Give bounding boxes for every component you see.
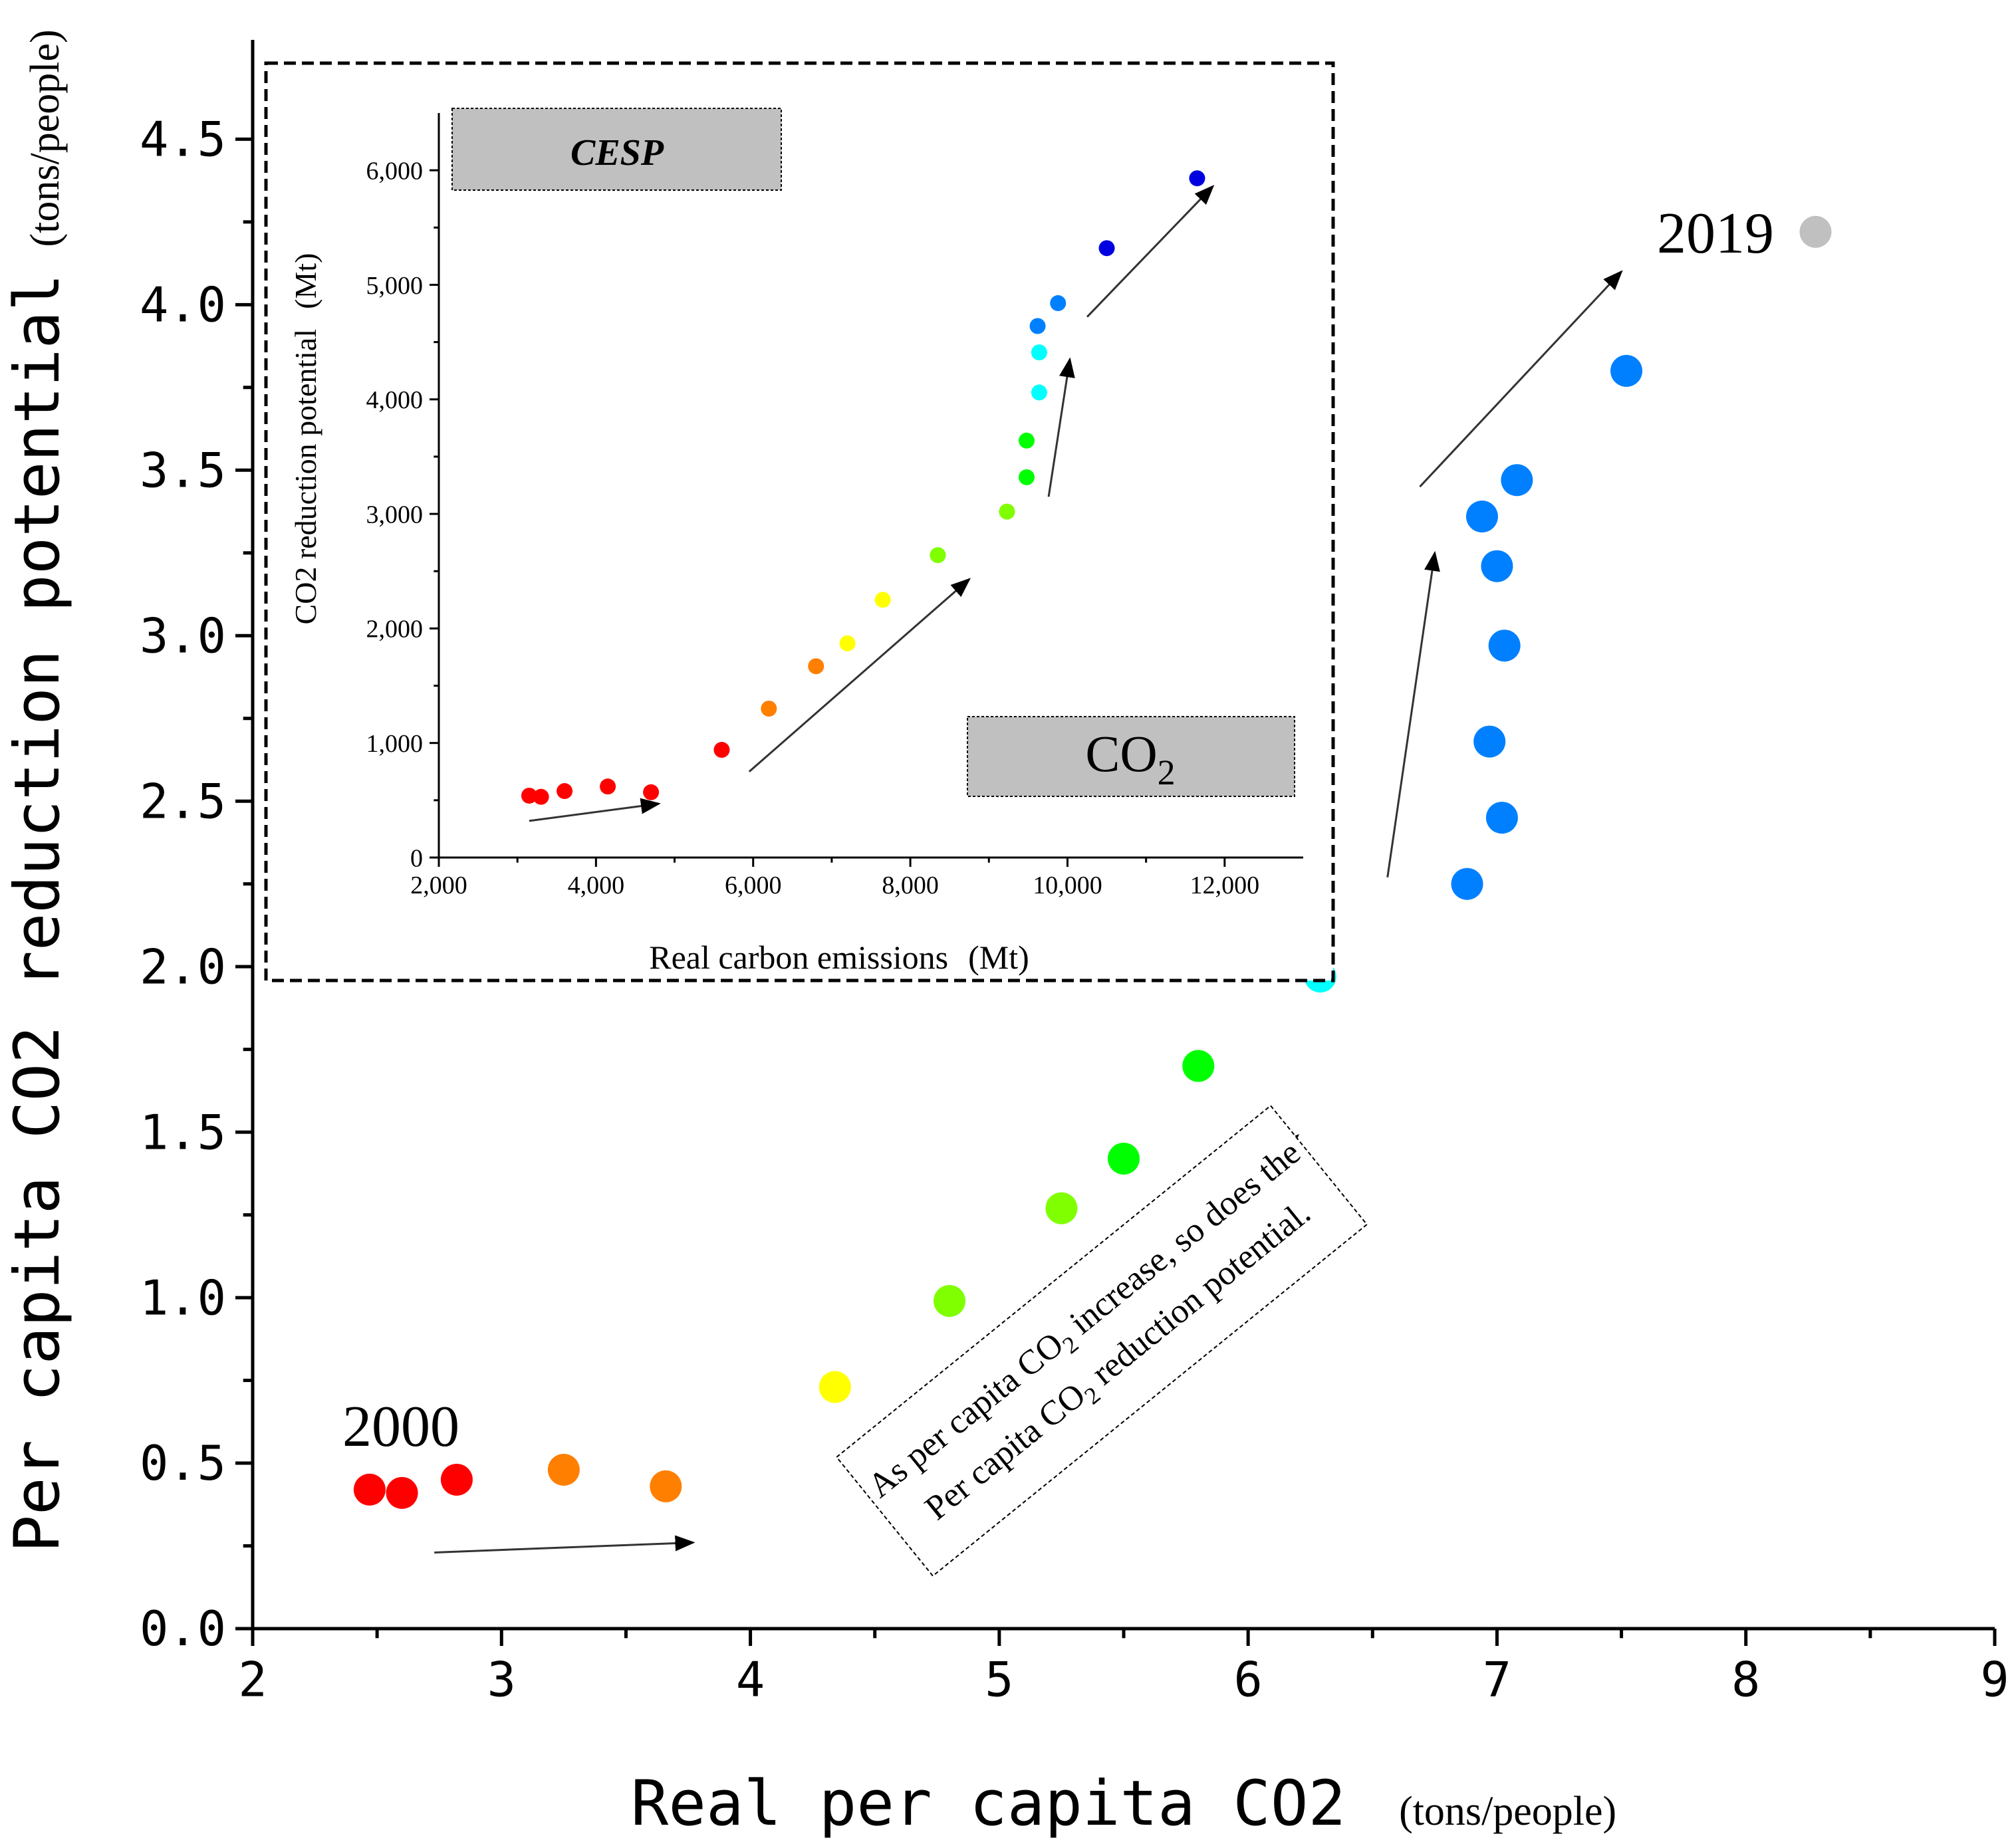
inset-x-tick-label: 10,000 — [1033, 871, 1102, 899]
inset-y-tick-label: 2,000 — [366, 616, 424, 643]
main-y-tick-label: 2.0 — [140, 939, 226, 994]
inset-title: CESP — [570, 132, 664, 173]
inset-legend-label: CO2 — [1085, 725, 1175, 792]
main-y-tick-label: 1.5 — [140, 1104, 226, 1160]
main-data-point — [1108, 1142, 1140, 1175]
main-x-tick-label: 9 — [1980, 1652, 2009, 1708]
main-y-ticks: 0.0 0.5 1.0 1.5 2.0 2.5 3.0 3.5 4.0 4.5 — [140, 112, 253, 1657]
main-y-tick-label: 4.5 — [140, 112, 226, 168]
inset-data-point — [521, 787, 537, 804]
main-data-point — [1610, 354, 1643, 387]
inset-chart: 0 1,000 2,000 3,000 4,000 5,000 6,000 2,000 4,0… — [264, 61, 1335, 982]
inset-x-tick-label: 4,000 — [568, 871, 625, 899]
main-y-tick-label: 0.0 — [140, 1601, 226, 1657]
main-x-tick-label: 5 — [985, 1652, 1013, 1708]
inset-y-tick-label: 0 — [410, 844, 423, 872]
main-x-tick-label: 6 — [1233, 1652, 1262, 1708]
inset-points — [521, 170, 1205, 805]
inset-data-point — [1189, 170, 1205, 187]
inset-trend-arrow — [1047, 357, 1075, 497]
inset-trend-arrow — [1086, 185, 1215, 318]
main-trend-arrow — [434, 1535, 695, 1554]
main-data-point — [1045, 1192, 1078, 1224]
inset-data-point — [761, 701, 777, 717]
inset-x-tick-label: 6,000 — [725, 871, 782, 899]
main-x-tick-label: 3 — [487, 1652, 516, 1708]
main-x-tick-label: 8 — [1731, 1652, 1760, 1708]
main-x-tick-label: 4 — [736, 1652, 765, 1708]
inset-data-point — [999, 503, 1015, 520]
inset-data-point — [930, 547, 946, 564]
main-trend-arrow — [1419, 270, 1623, 488]
main-data-point — [1485, 802, 1518, 834]
main-data-point — [1481, 550, 1513, 582]
inset-data-point — [1029, 318, 1046, 334]
inset-y-tick-label: 5,000 — [366, 272, 424, 300]
inset-data-point — [874, 592, 891, 608]
inset-x-tick-label: 2,000 — [410, 871, 467, 899]
inset-legend-box — [967, 716, 1295, 797]
inset-x-axis-title: Real carbon emissions (Mt) — [649, 939, 1029, 976]
inset-data-point — [1019, 432, 1035, 449]
inset-arrows — [529, 185, 1215, 822]
inset-data-point — [1098, 240, 1115, 257]
inset-data-point — [533, 788, 549, 805]
annotation-box: As per capita CO2 increase, so does the … — [835, 1104, 1368, 1577]
main-y-tick-label: 0.5 — [140, 1435, 226, 1491]
inset-data-point — [713, 742, 730, 758]
inset-data-point — [1031, 384, 1047, 401]
label-2019: 2019 — [1657, 201, 1774, 266]
main-data-point — [440, 1463, 473, 1496]
inset-data-point — [557, 783, 573, 800]
main-y-tick-label: 3.5 — [140, 442, 226, 498]
inset-y-tick-label: 6,000 — [366, 157, 424, 185]
main-x-tick-label: 2 — [238, 1652, 267, 1708]
main-data-point — [1465, 501, 1498, 532]
main-points — [353, 215, 1832, 1509]
inset-x-tick-label: 12,000 — [1190, 871, 1260, 899]
main-y-tick-label: 4.0 — [140, 277, 226, 333]
inset-x-ticks: 2,000 4,000 6,000 8,000 10,000 12,000 — [410, 858, 1259, 899]
main-data-point — [934, 1285, 965, 1318]
label-2000: 2000 — [342, 1395, 459, 1459]
main-data-point — [650, 1470, 682, 1502]
main-data-point — [1182, 1050, 1215, 1082]
inset-y-axis-title: CO2 reduction potential(Mt) — [289, 253, 322, 625]
inset-data-point — [1019, 469, 1035, 485]
inset-y-tick-label: 4,000 — [366, 386, 424, 414]
main-x-axis-title: Real per capita CO2 (tons/people) — [631, 1768, 1616, 1840]
main-data-point — [353, 1473, 386, 1506]
main-y-axis-title: Per capita CO2 reduction potential(tons/… — [1, 29, 74, 1552]
main-data-point — [547, 1454, 580, 1486]
inset-title-box — [451, 108, 782, 191]
inset-x-tick-label: 8,000 — [882, 871, 939, 899]
main-y-tick-label: 2.5 — [140, 773, 226, 829]
main-x-tick-label: 7 — [1483, 1652, 1511, 1708]
main-trend-arrow — [1386, 550, 1440, 877]
inset-y-tick-label: 3,000 — [366, 501, 424, 528]
inset-data-point — [1050, 295, 1067, 312]
inset-data-point — [839, 635, 856, 651]
inset-trend-arrow — [748, 578, 971, 772]
main-data-point — [1451, 867, 1483, 900]
main-data-point — [1473, 725, 1506, 758]
inset-data-point — [808, 658, 824, 675]
main-data-point — [1501, 464, 1533, 497]
main-data-point — [818, 1371, 851, 1403]
inset-trend-arrow — [529, 798, 661, 822]
main-x-ticks: 2 3 4 5 6 7 8 9 — [238, 1629, 2009, 1708]
inset-y-tick-label: 1,000 — [366, 730, 424, 758]
inset-frame — [264, 61, 1335, 982]
main-y-tick-label: 1.0 — [140, 1270, 226, 1326]
inset-data-point — [1031, 344, 1047, 361]
main-data-point — [1488, 630, 1521, 662]
inset-y-ticks: 0 1,000 2,000 3,000 4,000 5,000 6,000 — [366, 157, 439, 872]
inset-data-point — [600, 778, 616, 795]
main-data-point — [386, 1476, 418, 1509]
inset-data-point — [643, 784, 660, 800]
main-data-point — [1799, 215, 1832, 248]
main-y-tick-label: 3.0 — [140, 608, 226, 663]
